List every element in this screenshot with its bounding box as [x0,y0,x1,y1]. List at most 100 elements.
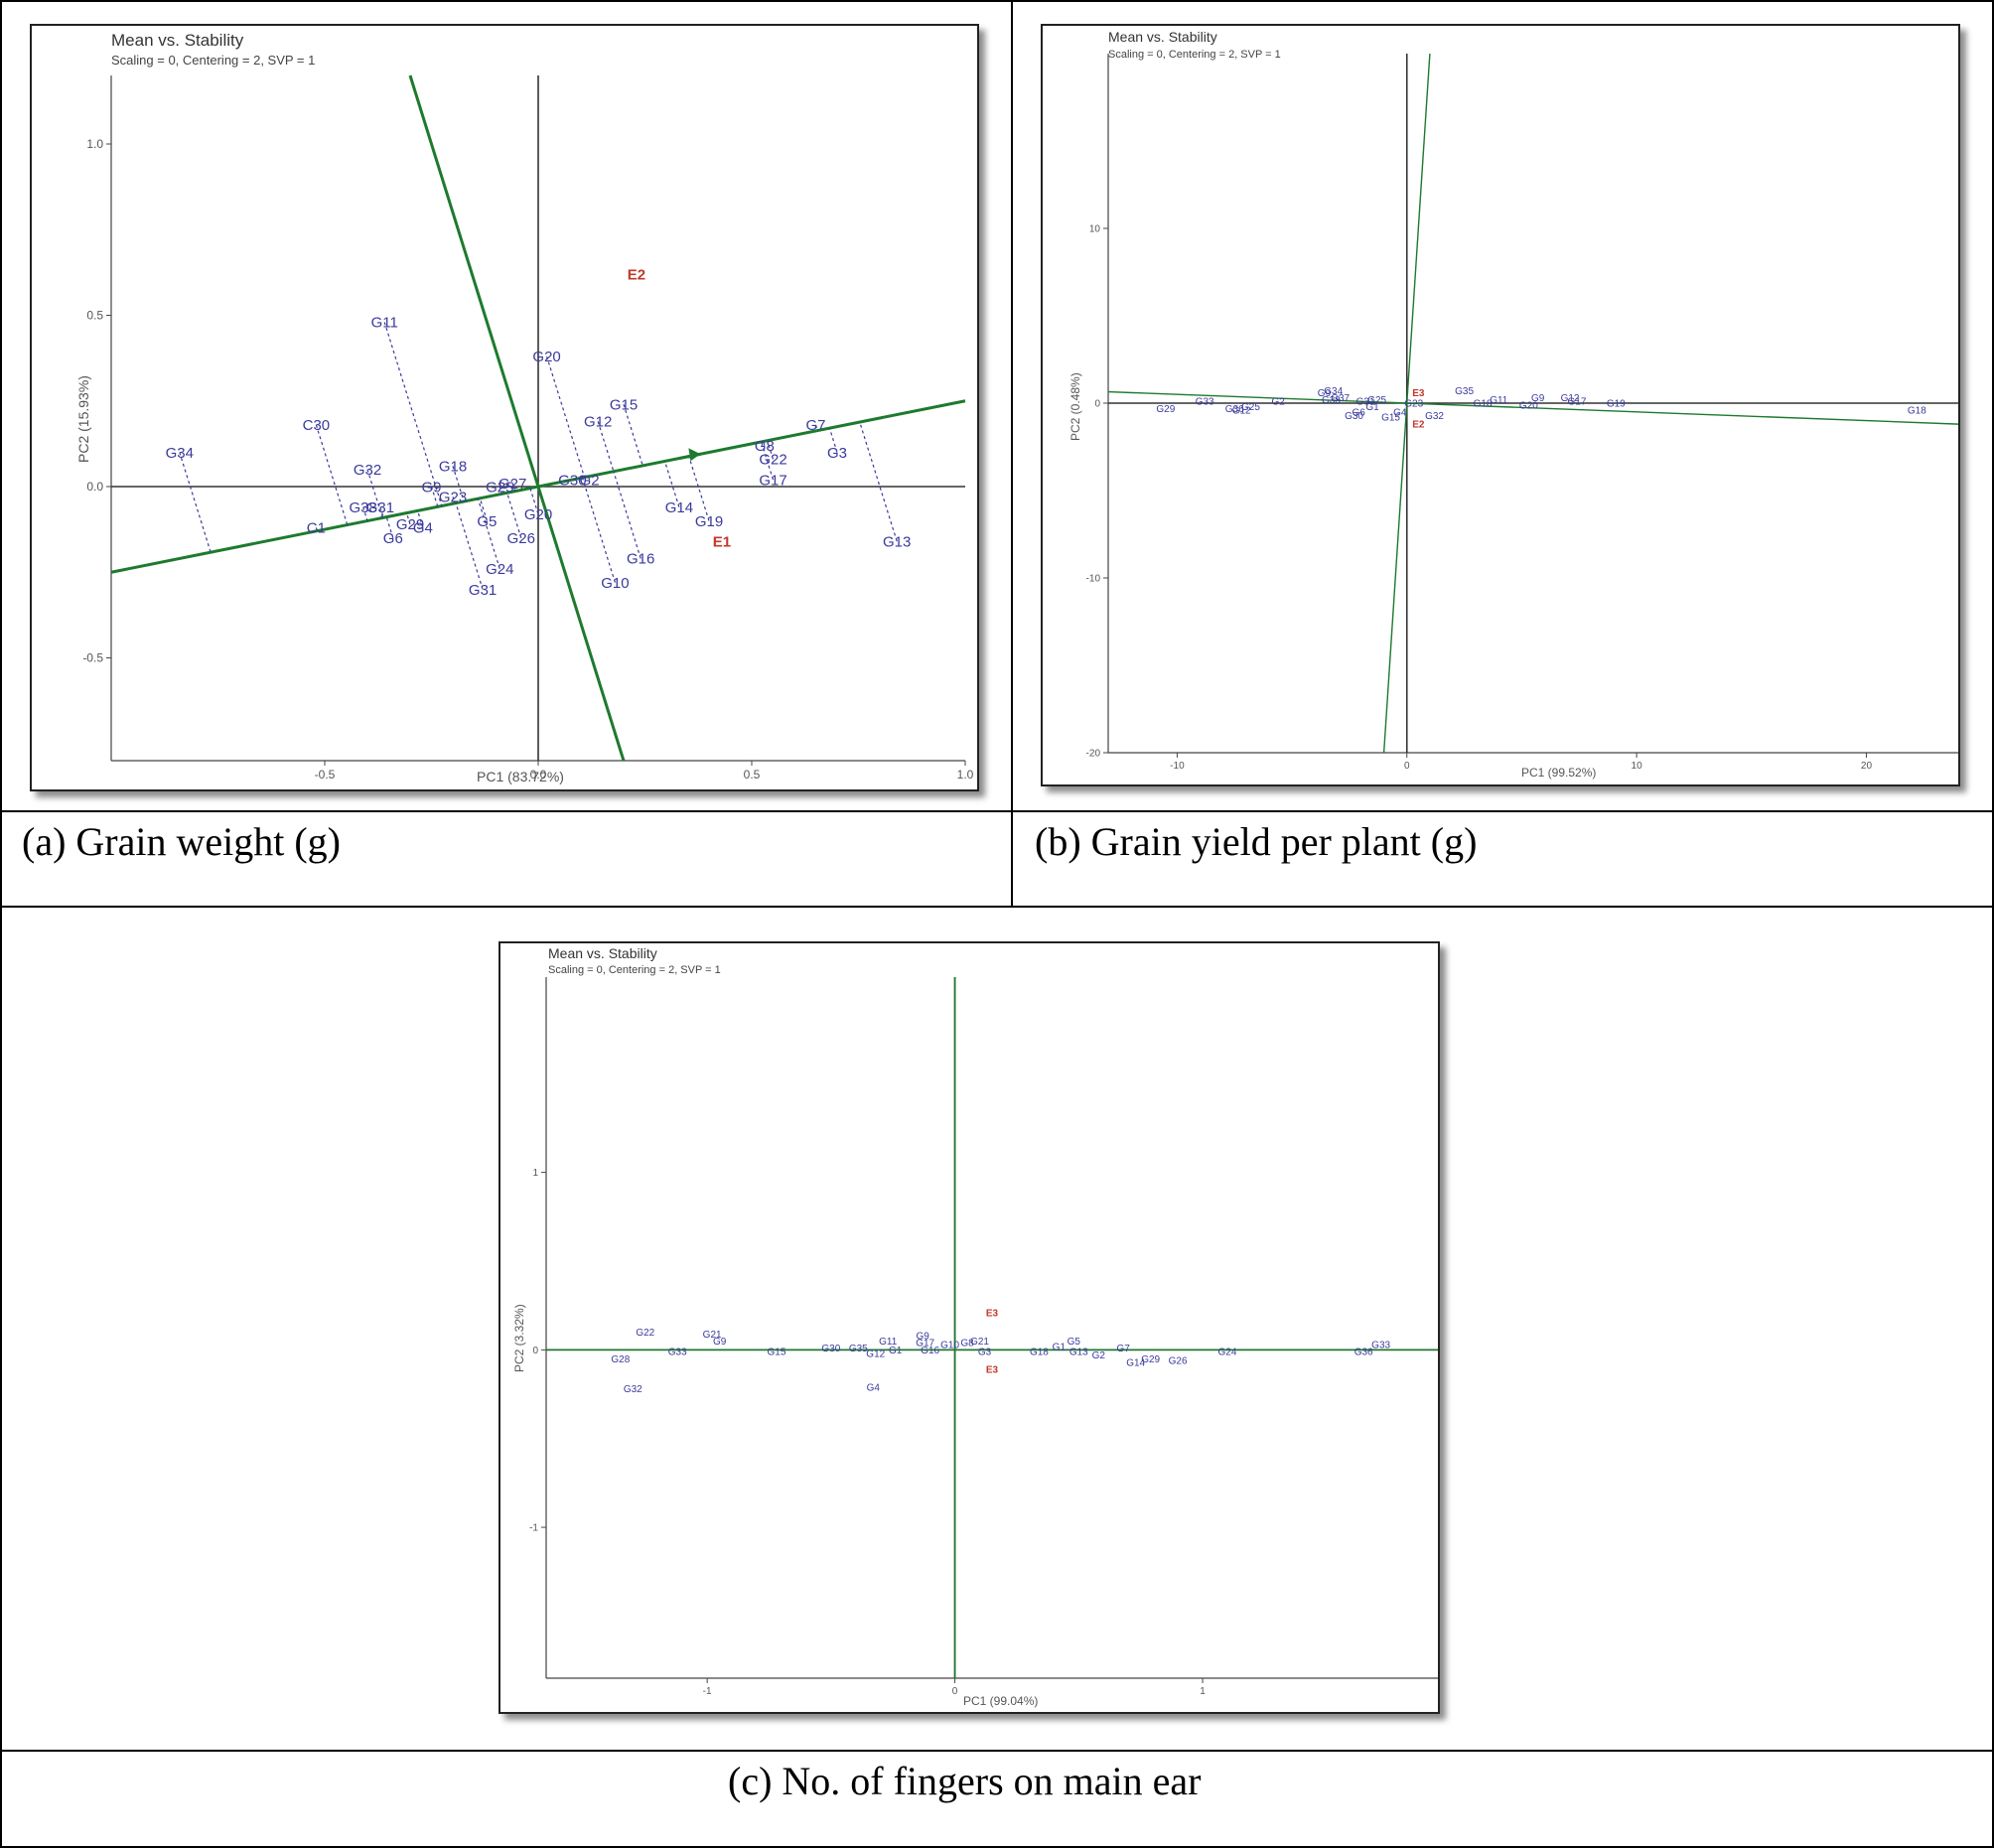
genotype-label: G33 [1371,1340,1390,1350]
projection-line [452,466,465,502]
genotype-label: G7 [1117,1344,1131,1354]
genotype-label: G11 [879,1337,898,1348]
genotype-label: G4 [413,520,433,537]
projection-line [763,441,766,446]
environment-label: E3 [986,1365,999,1376]
genotype-label: G29 [396,516,424,533]
y-tick-label: 1 [532,1168,538,1179]
x-tick-label: 0.0 [530,768,547,782]
projection-line [828,427,838,453]
genotype-label: G9 [916,1332,929,1343]
y-tick-label: 10 [1089,224,1101,235]
genotype-label: G18 [439,459,467,476]
genotype-label: G26 [507,530,535,547]
y-tick-label: 0.0 [86,480,103,494]
genotype-label: G7 [805,417,825,434]
environment-label: E1 [713,533,731,550]
x-tick-label: -1 [703,1686,712,1697]
genotype-label: G31 [366,499,394,516]
aec-abscissa-line [1107,390,1958,425]
row-divider-2 [0,906,1994,908]
genotype-label: G8 [755,438,775,455]
projection-line [366,469,383,518]
genotype-label: G18 [1908,406,1926,417]
genotype-label: G27 [498,476,526,493]
genotype-label: G36 [1354,1348,1373,1358]
projection-line [663,461,680,507]
projection-line [362,506,368,521]
y-axis-label: PC2 (15.93%) [75,375,91,463]
projection-line [315,424,349,525]
aec-arrow-head [688,448,701,462]
aec-ordinate-line [408,74,626,762]
genotype-label: G12 [866,1349,885,1359]
projection-line [506,493,522,538]
x-tick-label: 1.0 [957,768,974,782]
genotype-label: G13 [1069,1348,1088,1358]
genotype-label: G29 [1156,404,1175,415]
genotype-label: G32 [354,462,381,479]
genotype-label: G3 [827,445,847,462]
x-tick-label: -0.5 [315,768,336,782]
genotype-label: G10 [601,575,629,592]
genotype-label: G15 [610,396,638,413]
chart-panel-a: Mean vs. Stability Scaling = 0, Centerin… [30,24,979,791]
genotype-label: G22 [636,1328,654,1339]
genotype-label: G12 [584,414,612,431]
projection-line [859,421,898,542]
chart-title: Mean vs. Stability [548,945,657,961]
x-tick-label: 1 [1200,1686,1206,1697]
genotype-label: G6 [383,530,403,547]
genotype-label: G9 [713,1337,727,1348]
projection-line [623,404,643,467]
genotype-label: G22 [759,452,786,469]
genotype-label: G3 [978,1348,992,1358]
row-divider-3 [0,1750,1994,1752]
y-tick-label: 0.5 [86,309,103,323]
caption-b: (b) Grain yield per plant (g) [1035,819,1478,864]
x-tick-label: 10 [1632,761,1643,772]
x-axis-label: PC1 (99.04%) [963,1694,1039,1708]
genotype-label: G21 [703,1330,722,1341]
genotype-label: G9 [1318,388,1332,399]
genotype-label: G10 [940,1340,959,1350]
genotype-label: G16 [627,551,654,568]
genotype-label: G11 [1490,395,1508,406]
genotype-label: G35 [1455,386,1474,397]
genotype-label: G16 [921,1346,939,1356]
genotype-label: G20 [524,506,552,523]
genotype-label: G23 [439,490,467,506]
caption-c: (c) No. of fingers on main ear [728,1759,1202,1803]
genotype-label: G35 [849,1344,868,1354]
environment-label: E2 [1412,420,1425,431]
genotype-label: G20 [532,349,560,365]
projection-line [385,516,394,538]
genotype-label: G30 [821,1344,840,1354]
genotype-label: G20 [1519,400,1538,411]
projection-line [477,498,500,569]
genotype-label: G4 [867,1382,881,1393]
y-tick-label: 0 [532,1346,538,1356]
genotype-label: G23 [1404,399,1423,410]
genotype-label: G1 [889,1346,903,1356]
projection-line [179,452,212,553]
projection-line [405,512,411,525]
plot-area-a: -0.5 0.0 0.5 1.0 -0.5 0.0 0.5 1.0 G34 C30 G11 G32 G1… [82,74,974,782]
y-tick-label: -20 [1086,749,1101,760]
row-divider-1 [0,810,1994,812]
chart-subtitle: Scaling = 0, Centering = 2, SVP = 1 [548,964,721,976]
projection-line [529,488,539,514]
projection-line [452,497,456,504]
genotype-label: G6 [1353,407,1366,418]
projection-line [479,498,488,521]
genotype-label: G2 [1092,1350,1106,1361]
genotype-label: G19 [1607,399,1626,410]
genotype-label: G11 [371,315,398,332]
projection-line [546,355,586,478]
genotype-label: C30 [303,417,331,434]
genotype-label: G29 [1141,1354,1160,1365]
genotype-label: G1 [1053,1342,1067,1352]
genotype-label: G25 [1367,395,1386,406]
genotype-label: G34 [166,445,194,462]
genotype-label: G31 [1356,397,1375,408]
